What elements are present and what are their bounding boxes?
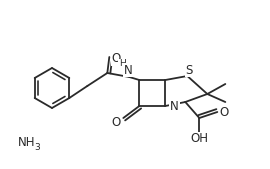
Text: O: O bbox=[112, 53, 121, 66]
Text: N: N bbox=[170, 101, 179, 114]
Text: OH: OH bbox=[190, 132, 208, 146]
Text: N: N bbox=[124, 64, 133, 77]
Text: NH: NH bbox=[18, 137, 35, 150]
Text: O: O bbox=[220, 106, 229, 119]
Text: H: H bbox=[119, 59, 126, 68]
Text: S: S bbox=[186, 64, 193, 77]
Text: O: O bbox=[112, 115, 121, 128]
Text: 3: 3 bbox=[34, 142, 40, 151]
